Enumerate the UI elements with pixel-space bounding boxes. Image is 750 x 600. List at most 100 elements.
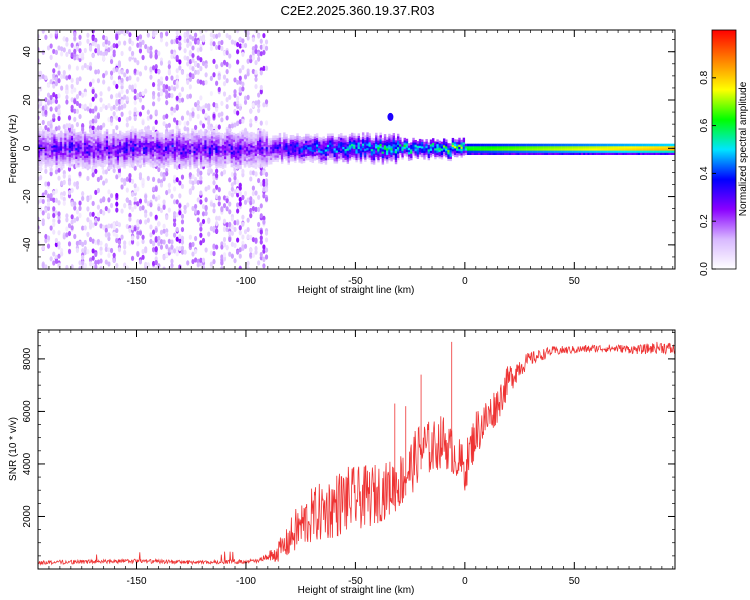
spectrogram-cell: [515, 150, 518, 153]
spectrogram-cell: [178, 128, 181, 132]
spectrogram-cell: [65, 37, 69, 43]
spectrogram-cell: [182, 165, 185, 168]
spectrogram-cell: [438, 145, 441, 148]
spectrogram-cell: [164, 159, 168, 162]
spectrogram-cell: [141, 39, 145, 46]
spectrogram-cell: [421, 139, 424, 143]
spectrogram-cell: [249, 247, 253, 254]
spectrogram-cell: [204, 142, 207, 145]
spectrogram-cell: [261, 146, 264, 150]
spectrogram-cell: [228, 147, 231, 151]
spectrogram-cell: [158, 132, 161, 136]
spectrogram-cell: [55, 155, 58, 159]
spectrogram-cell: [316, 133, 319, 136]
spectrogram-cell: [189, 147, 192, 150]
spectrogram-cell: [197, 156, 201, 160]
spectrogram-cell: [236, 95, 240, 102]
spectrogram-cell: [238, 230, 242, 236]
spectrogram-cell: [462, 152, 466, 156]
spectrogram-cell: [291, 134, 295, 138]
spectrogram-cell: [133, 115, 137, 122]
spectrogram-cell: [53, 136, 56, 139]
spectrogram-cell: [88, 159, 91, 163]
spectrogram-cell: [194, 178, 198, 185]
spectrogram-cell: [110, 166, 113, 170]
spectrogram-cell: [270, 140, 273, 143]
spectrogram-cell: [264, 196, 269, 202]
spectrogram-cell: [157, 96, 161, 102]
spectrogram-cell: [81, 140, 85, 143]
spectrogram-cell: [213, 140, 216, 144]
spectrogram-cell: [156, 150, 159, 154]
spectrogram-cell: [46, 100, 51, 106]
spectrogram-cell: [548, 148, 551, 151]
spectrogram-cell: [112, 111, 116, 117]
spectrogram-cell: [210, 144, 214, 148]
spectrogram-cell: [296, 152, 299, 156]
spectrogram-cell: [48, 143, 52, 147]
spectrogram-cell: [245, 131, 249, 134]
spectrogram-cell: [196, 104, 200, 110]
spectrogram-cell: [572, 145, 575, 149]
spectrogram-cell: [212, 259, 216, 265]
spectrogram-cell: [186, 260, 190, 266]
spectrogram-cell: [381, 140, 385, 143]
spectrogram-cell: [300, 139, 304, 142]
spectrogram-cell: [390, 158, 393, 162]
spectrogram-cell: [81, 241, 85, 247]
spectrogram-cell: [523, 152, 527, 155]
spectrogram-cell: [471, 150, 474, 153]
spectrogram-cell: [596, 145, 599, 149]
spectrogram-cell: [129, 131, 133, 135]
spectrogram-cell: [482, 143, 485, 147]
spectrogram-cell: [90, 141, 93, 144]
spectrogram-cell: [123, 240, 127, 246]
spectrogram-cell: [552, 145, 555, 149]
spectrogram-cell: [193, 139, 196, 143]
spectrogram-cell: [458, 139, 461, 143]
spectrogram-cell: [436, 139, 439, 142]
spectrogram-cell: [388, 155, 391, 159]
spectrogram-cell: [462, 139, 466, 143]
spectrogram-cell: [241, 151, 244, 155]
spectrogram-cell: [108, 145, 111, 148]
spectrogram-cell: [224, 147, 227, 151]
spectrogram-cell: [442, 151, 446, 155]
spectrogram-cell: [129, 138, 133, 141]
spectrogram-cell: [659, 145, 663, 149]
spectrogram-cell: [52, 260, 56, 266]
spectrogram-cell: [230, 162, 234, 166]
spectrogram-cell: [53, 129, 56, 133]
spectrogram-cell: [272, 157, 275, 160]
spectrogram-cell: [318, 147, 321, 151]
spectrogram-cell: [188, 172, 192, 178]
spectrogram-cell: [222, 50, 227, 56]
spectrogram-cell: [151, 90, 156, 97]
spectrogram-cell: [70, 133, 74, 136]
spectrogram-cell: [359, 143, 363, 147]
spectrogram-cell: [164, 152, 168, 156]
spectrogram-cell: [125, 148, 128, 151]
spectrogram-cell: [499, 148, 503, 151]
spectrogram-cell: [88, 65, 93, 71]
spectrogram-cell: [224, 139, 227, 142]
spectrogram-cell: [70, 52, 74, 58]
spectrogram-cell: [44, 137, 47, 141]
spectrogram-cell: [156, 156, 159, 160]
spectrogram-cell: [157, 235, 161, 241]
spectrogram-cell: [165, 41, 169, 47]
spectrogram-cell: [556, 143, 560, 147]
spectrogram-cell: [589, 150, 593, 153]
spectrogram-cell: [134, 137, 137, 140]
spectrogram-cell: [173, 135, 177, 139]
spectrogram-cell: [178, 143, 181, 147]
spectrogram-cell: [57, 253, 61, 259]
spectrogram-cell: [167, 164, 170, 168]
spectrogram-cell: [355, 148, 358, 152]
spectrogram-cell: [607, 148, 610, 151]
spectrogram-cell: [361, 143, 365, 146]
spectrogram-cell: [112, 137, 115, 141]
spectrogram-cell: [532, 143, 536, 147]
spectrogram-cell: [41, 49, 45, 56]
spectrogram-cell: [67, 223, 72, 229]
